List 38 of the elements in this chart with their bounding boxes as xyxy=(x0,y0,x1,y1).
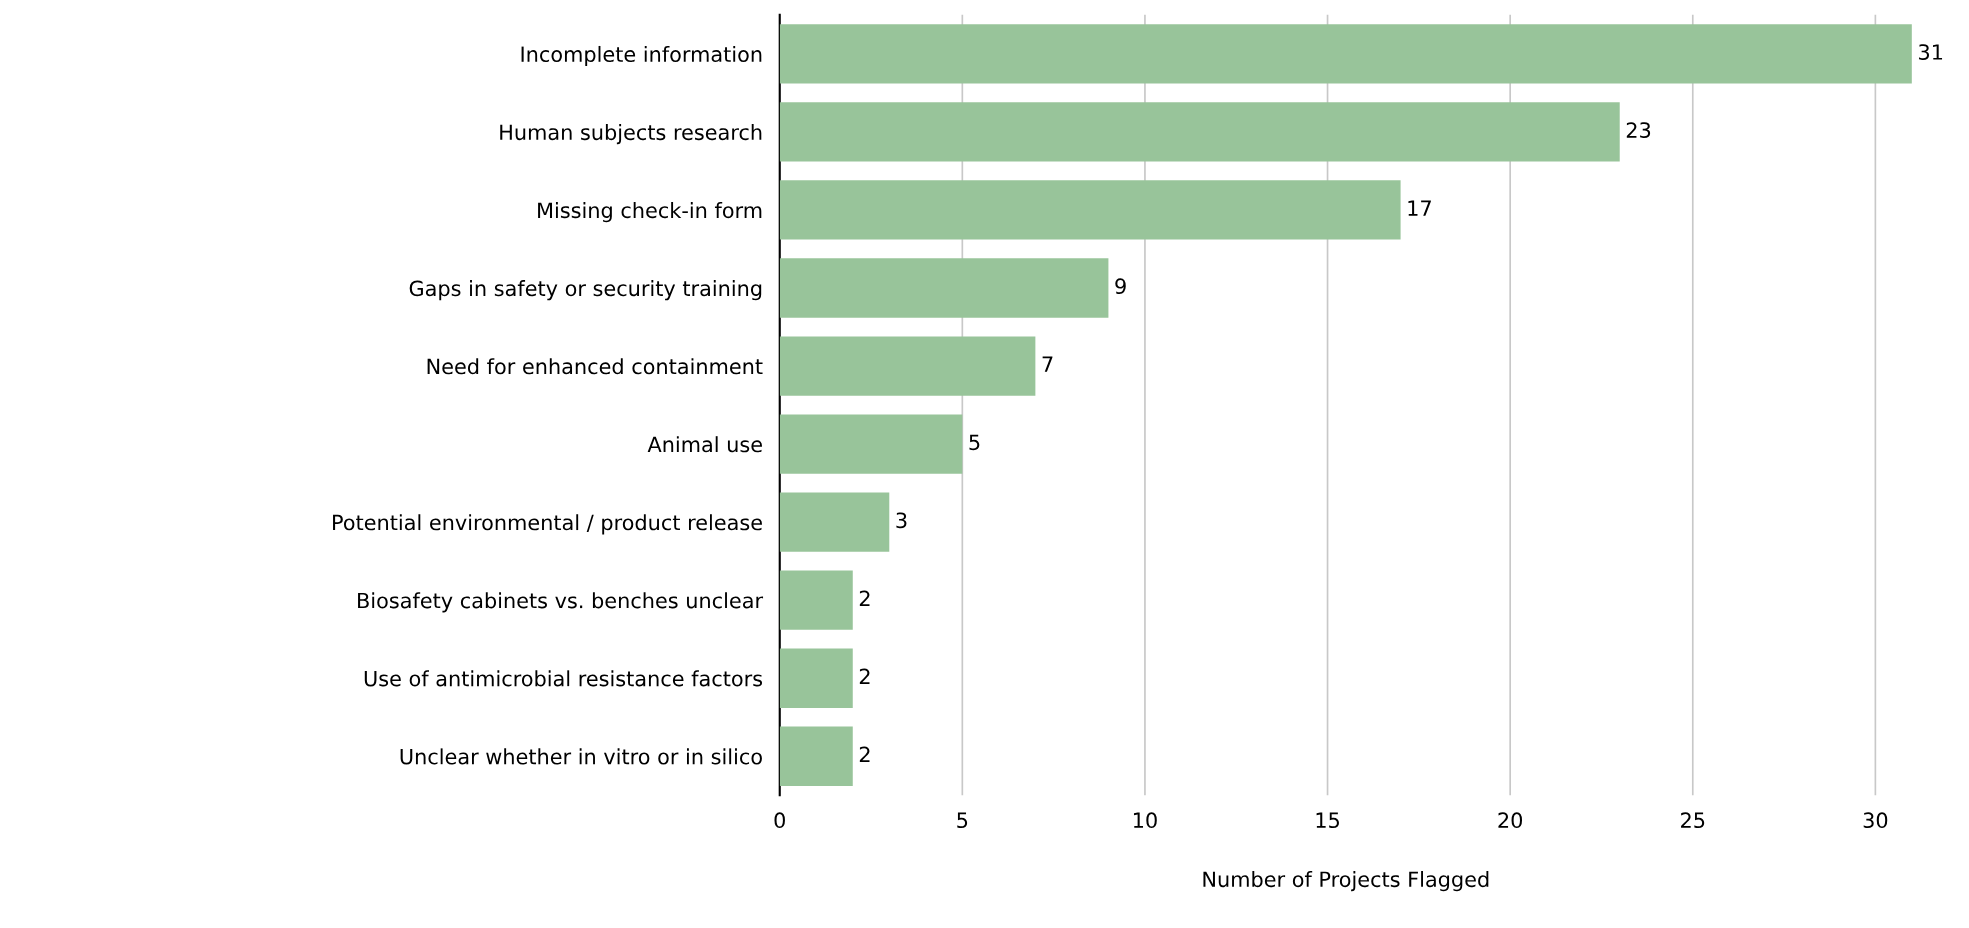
x-tick-label: 20 xyxy=(1498,812,1523,829)
bar xyxy=(779,414,963,474)
y-tick-label: Potential environmental / product release xyxy=(333,514,762,535)
data-label: 31 xyxy=(1919,44,1943,60)
data-label: 9 xyxy=(1115,278,1126,295)
bar xyxy=(779,180,1401,240)
bar xyxy=(779,570,853,630)
bar xyxy=(779,492,890,552)
y-tick-label: Incomplete information xyxy=(521,45,762,67)
y-tick-label: Need for enhanced containment xyxy=(427,358,763,375)
data-label: 23 xyxy=(1626,122,1651,138)
data-label: 7 xyxy=(1042,356,1053,372)
y-tick-label: Gaps in safety or security training xyxy=(409,280,762,301)
y-tick-label: Biosafety cabinets vs. benches unclear xyxy=(358,592,764,613)
x-tick-label: 10 xyxy=(1133,812,1157,829)
bar xyxy=(779,726,853,786)
bar xyxy=(779,336,1036,396)
y-tick-label: Human subjects research xyxy=(500,124,762,145)
bar xyxy=(779,648,853,708)
y-tick-label: Use of antimicrobial resistance factors xyxy=(364,670,763,687)
data-label: 5 xyxy=(969,434,980,451)
data-label: 2 xyxy=(859,590,870,606)
y-tick-label: Animal use xyxy=(647,436,762,453)
bar xyxy=(779,102,1620,162)
x-tick-label: 25 xyxy=(1681,812,1705,829)
data-label: 3 xyxy=(896,512,907,529)
y-tick-label: Unclear whether in vitro or in silico xyxy=(400,748,762,765)
y-tick-label: Missing check-in form xyxy=(538,202,762,223)
x-tick-label: 0 xyxy=(774,812,785,829)
x-tick-label: 30 xyxy=(1863,812,1888,829)
x-tick-label: 5 xyxy=(957,812,968,829)
bar xyxy=(779,258,1109,318)
bar xyxy=(779,24,1912,84)
data-label: 2 xyxy=(859,746,870,763)
data-label: 17 xyxy=(1408,200,1431,216)
x-tick-label: 15 xyxy=(1316,812,1339,829)
x-axis-title: Number of Projects Flagged xyxy=(1203,871,1489,892)
data-label: 2 xyxy=(859,668,870,684)
